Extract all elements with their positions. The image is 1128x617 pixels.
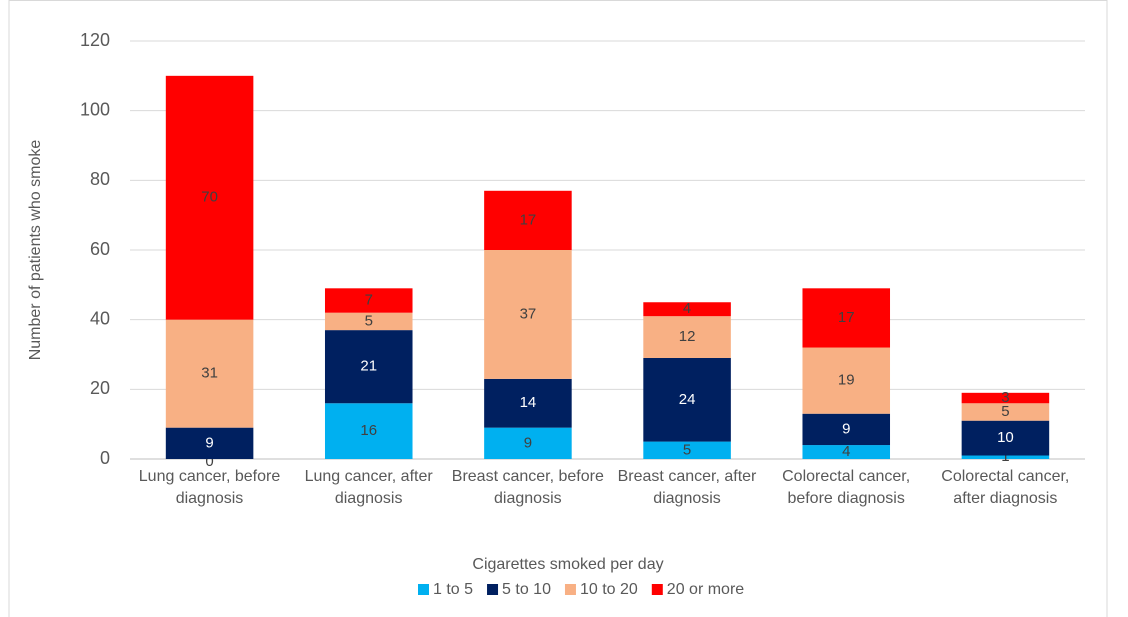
data-label: 5 xyxy=(683,441,691,458)
bar-segment xyxy=(643,441,731,459)
x-axis-title: Cigarettes smoked per day xyxy=(472,556,663,573)
bar-segment xyxy=(484,378,572,428)
x-tick-label: Lung cancer, before diagnosis xyxy=(138,468,281,507)
data-label: 24 xyxy=(679,391,696,408)
data-label: 4 xyxy=(842,443,850,460)
data-label: 7 xyxy=(365,291,373,308)
data-label: 17 xyxy=(838,309,855,326)
chart-frame xyxy=(8,0,1108,617)
data-label: 4 xyxy=(683,300,691,317)
y-tick-label: 20 xyxy=(90,378,110,398)
data-label: 12 xyxy=(679,328,696,345)
bar-segment xyxy=(165,427,254,459)
data-label: 0 xyxy=(205,453,213,470)
data-label: 5 xyxy=(1001,403,1009,420)
legend-swatch xyxy=(487,584,499,595)
y-tick-label: 40 xyxy=(90,308,110,328)
legend-label: 1 to 5 xyxy=(433,581,473,598)
bar-segment xyxy=(165,319,254,428)
bar-segment xyxy=(484,427,572,459)
data-label: 37 xyxy=(520,305,537,322)
bar-segment xyxy=(324,288,413,313)
y-tick-label: 80 xyxy=(90,169,110,189)
bar-segment xyxy=(643,302,731,317)
data-label: 19 xyxy=(838,372,855,389)
bar-segment xyxy=(165,75,254,320)
legend-swatch xyxy=(418,584,429,595)
x-tick-label: Lung cancer, after diagnosis xyxy=(304,468,433,507)
legend-swatch xyxy=(651,584,663,595)
y-tick-label: 0 xyxy=(100,448,110,468)
data-label: 9 xyxy=(842,420,850,437)
bar-segment xyxy=(961,392,1050,404)
data-label: 31 xyxy=(201,365,218,382)
bar-segment xyxy=(961,455,1050,459)
bar-segment xyxy=(484,250,572,379)
bar-segment xyxy=(324,403,413,459)
data-label: 16 xyxy=(360,422,377,439)
bar-segment xyxy=(961,403,1050,421)
bar-segment xyxy=(324,330,413,404)
data-label: 10 xyxy=(997,429,1014,446)
x-tick-label: Breast cancer, before diagnosis xyxy=(451,468,604,507)
legend-swatch xyxy=(564,584,576,595)
legend-label: 10 to 20 xyxy=(580,581,638,598)
x-tick-label: Colorectal cancer, before diagnosis xyxy=(782,468,911,507)
data-label: 1 xyxy=(1001,448,1009,465)
data-label: 70 xyxy=(201,189,218,206)
bar-segment xyxy=(324,312,413,331)
bar-segment xyxy=(643,316,731,358)
data-label: 21 xyxy=(360,358,377,375)
legend-label: 20 or more xyxy=(667,581,744,598)
data-label: 3 xyxy=(1001,389,1009,406)
bar-segment xyxy=(643,357,731,442)
y-tick-label: 60 xyxy=(90,239,110,259)
bar-segment xyxy=(961,420,1050,456)
bar-segment xyxy=(802,445,891,459)
data-label: 9 xyxy=(205,434,213,451)
legend-label: 5 to 10 xyxy=(502,581,551,598)
data-label: 9 xyxy=(524,434,532,451)
y-tick-label: 100 xyxy=(80,99,110,119)
data-label: 5 xyxy=(365,312,373,329)
data-label: 14 xyxy=(520,394,537,411)
x-tick-label: Colorectal cancer, after diagnosis xyxy=(941,468,1070,507)
data-label: 17 xyxy=(520,211,537,228)
bar-segment xyxy=(802,413,891,446)
y-axis-title: Number of patients who smoke xyxy=(27,140,44,361)
bar-segment xyxy=(802,288,891,348)
bar-segment xyxy=(802,347,891,414)
x-tick-label: Breast cancer, after diagnosis xyxy=(617,468,757,507)
y-tick-label: 120 xyxy=(80,30,110,50)
bar-segment xyxy=(484,190,572,250)
